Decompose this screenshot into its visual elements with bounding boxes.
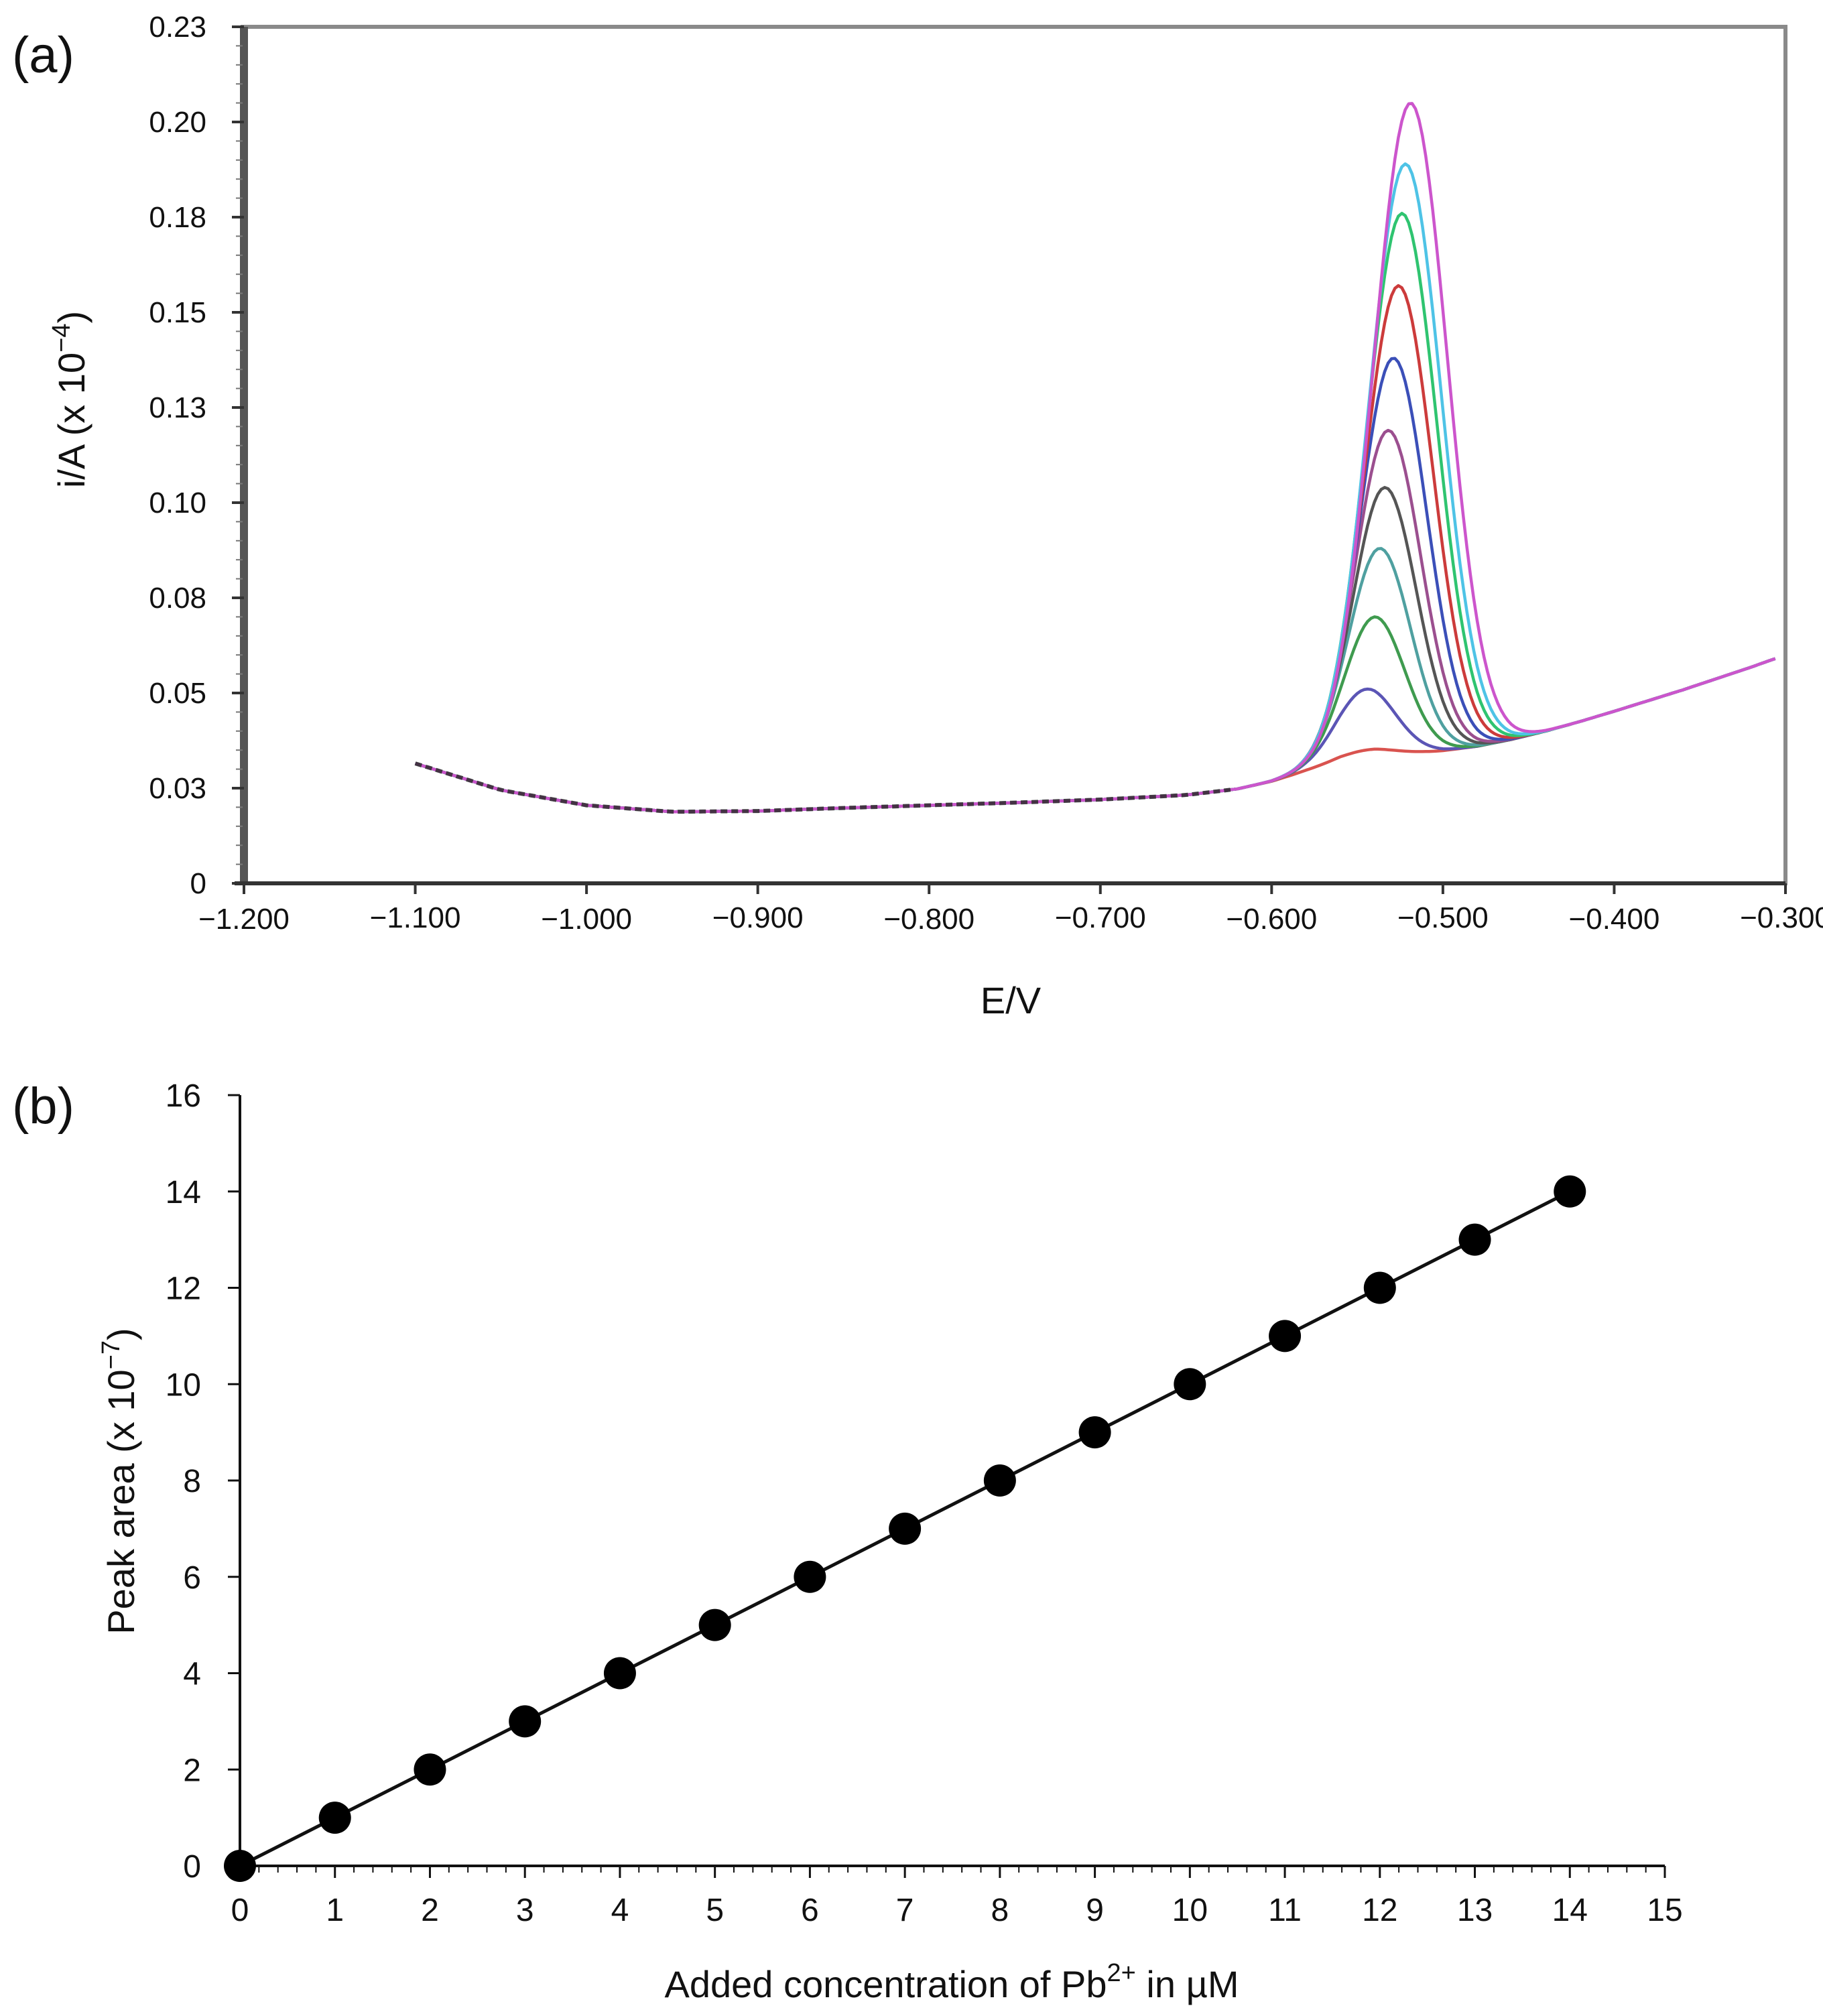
panel-b-y-tick-label: 6 [183, 1560, 201, 1596]
panel-b-x-tick-label: 14 [1552, 1893, 1588, 1928]
panel-b-x-tick-label: 12 [1362, 1893, 1397, 1928]
panel-b-data-point [1174, 1368, 1206, 1401]
panel-a-y-axis-title-text: i/A (x 10 [50, 353, 92, 488]
panel-b-data-point [224, 1850, 256, 1882]
panel-a-y-axis-title: i/A (x 10−4) [48, 311, 92, 488]
panel-b-x-tick-label: 2 [421, 1893, 439, 1928]
panel-b-x-axis-title-text: Added concentration of Pb [665, 1963, 1107, 2005]
panel-a-y-tick-label: 0.23 [149, 11, 206, 44]
panel-a-x-axis-title: E/V [981, 979, 1042, 1021]
panel-b-calibration-chart: (b) 0 1 2 3 4 5 6 7 8 9 10 11 12 13 14 15 0246810121416… [12, 1078, 1683, 2005]
panel-b-y-tick-label: 14 [166, 1175, 201, 1210]
panel-b-x-tick-label: 15 [1647, 1893, 1682, 1928]
panel-a-x-tick-label: −0.600 [1226, 903, 1317, 936]
panel-a-y-axis-title-exponent: −4 [48, 324, 76, 353]
panel-b-data-point [698, 1609, 731, 1641]
panel-a-y-tick-label: 0.08 [149, 582, 206, 615]
panel-b-data-point [1458, 1223, 1491, 1256]
panel-a-y-tick-label: 0.20 [149, 106, 206, 139]
panel-b-x-tick-label: 3 [516, 1893, 534, 1928]
panel-a-x-ticks: −1.200 −1.100 −1.000 −0.900 −0.800 −0.700 −0.6… [198, 883, 1823, 936]
panel-b-data-point [414, 1753, 446, 1786]
panel-a-y-tick-label: 0.10 [149, 487, 206, 519]
panel-a-x-tick-label: −0.900 [712, 901, 804, 934]
panel-a-voltammogram-chart: (a) −1.200 −1.100 −1.000 −0.900 −0.800 −0.700… [12, 11, 1823, 1021]
panel-a-plot-frame [241, 25, 1787, 885]
panel-a-y-tick-label: 0.05 [149, 677, 206, 710]
panel-a-x-tick-label: −0.400 [1569, 903, 1660, 936]
panel-b-x-tick-label: 11 [1268, 1893, 1302, 1928]
panel-b-x-axis-title-suffix: in µM [1136, 1963, 1239, 2005]
panel-b-y-axis-title-text: Peak area (x 10 [100, 1369, 142, 1634]
panel-b-data-point [889, 1512, 922, 1545]
panel-b-y-axis-title-exponent: −7 [97, 1340, 125, 1369]
panel-a-x-tick-label: −0.700 [1055, 901, 1146, 934]
panel-a-y-tick-label: 0.03 [149, 772, 206, 805]
panel-b-y-tick-label: 12 [166, 1271, 201, 1307]
panel-b-x-tick-label: 9 [1086, 1893, 1104, 1928]
panel-b-y-tick-label: 4 [183, 1657, 201, 1692]
panel-a-y-ticks: 0 0.03 0.05 0.08 0.10 0.13 0.15 0.18 0.20 0.23 [149, 11, 244, 900]
panel-a-y-tick-label: 0 [190, 867, 206, 900]
panel-b-data-point [1554, 1175, 1586, 1208]
panel-b-x-axis-title-superscript: 2+ [1107, 1959, 1136, 1987]
panel-a-y-tick-label: 0.18 [149, 201, 206, 234]
panel-b-label: (b) [12, 1078, 74, 1135]
panel-a-x-tick-label: −0.500 [1397, 901, 1489, 934]
panel-a-y-tick-label: 0.15 [149, 296, 206, 329]
panel-b-x-tick-label: 8 [991, 1893, 1009, 1928]
panel-b-x-axis-title: Added concentration of Pb2+ in µM [665, 1959, 1239, 2005]
panel-a-x-tick-label: −1.200 [198, 903, 290, 936]
panel-b-x-ticks: 0 1 2 3 4 5 6 7 8 9 10 11 12 13 14 15 [231, 1866, 1683, 1928]
panel-b-y-tick-label: 8 [183, 1464, 201, 1499]
panel-a-label: (a) [12, 27, 74, 84]
panel-a-x-tick-label: −0.300 [1740, 901, 1823, 934]
panel-a-curves [414, 102, 1776, 814]
panel-a-baseline-overlap [414, 761, 1231, 814]
panel-b-y-tick-label: 10 [166, 1367, 201, 1403]
panel-b-y-axis-title: Peak area (x 10−7) [97, 1328, 142, 1634]
panel-b-y-tick-label: 2 [183, 1753, 201, 1788]
panel-a-x-tick-label: −1.000 [541, 903, 632, 936]
panel-a-curve-series [414, 102, 1776, 814]
panel-b-x-tick-label: 7 [896, 1893, 914, 1928]
panel-b-y-tick-label: 16 [166, 1078, 201, 1114]
panel-b-data-point [509, 1705, 542, 1738]
panel-b-data-point [603, 1657, 636, 1690]
panel-a-y-tick-label: 0.13 [149, 391, 206, 424]
panel-b-x-tick-label: 5 [706, 1893, 724, 1928]
panel-b-data-point [1078, 1416, 1111, 1449]
panel-b-x-tick-label: 10 [1172, 1893, 1208, 1928]
panel-b-y-tick-label: 0 [183, 1849, 201, 1885]
panel-b-data-points [224, 1175, 1586, 1882]
panel-b-x-tick-label: 4 [611, 1893, 629, 1928]
panel-b-x-tick-label: 6 [801, 1893, 819, 1928]
panel-a-x-tick-label: −1.100 [370, 901, 461, 934]
panel-b-x-tick-label: 13 [1457, 1893, 1493, 1928]
panel-b-x-tick-label: 0 [231, 1893, 249, 1928]
panel-b-x-tick-label: 1 [326, 1893, 344, 1928]
panel-a-y-axis-title-suffix: ) [50, 311, 92, 324]
panel-b-data-point [1269, 1320, 1302, 1352]
panel-a-x-tick-label: −0.800 [883, 903, 975, 936]
panel-b-data-point [318, 1802, 351, 1834]
panel-b-data-point [1363, 1271, 1396, 1304]
panel-b-data-point [794, 1560, 826, 1593]
panel-b-y-axis-title-suffix: ) [100, 1328, 142, 1340]
panel-b-data-point [983, 1464, 1016, 1497]
